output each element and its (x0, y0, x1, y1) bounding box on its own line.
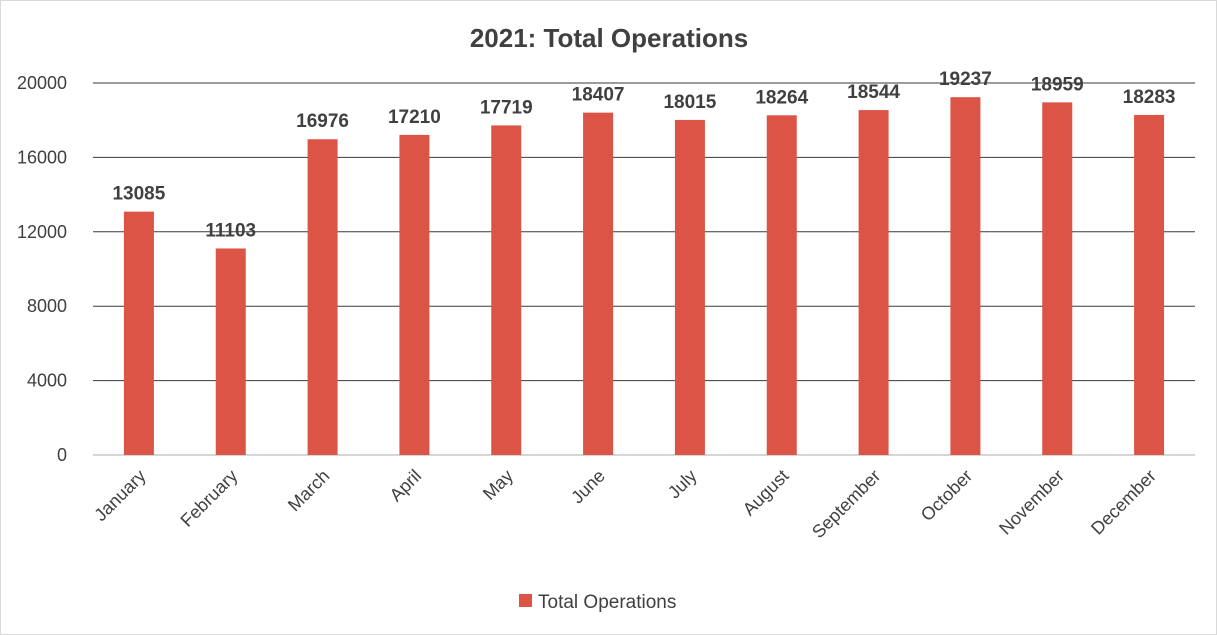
x-tick-label: October (917, 466, 976, 525)
bar-may (491, 125, 522, 455)
bar-november (1042, 102, 1073, 455)
x-tick-label: November (995, 466, 1068, 539)
bar-september (858, 110, 889, 455)
y-tick-label: 12000 (17, 222, 67, 242)
bars: 13085 11103 16976 17210 17719 18407 18015 18264… (112, 69, 1176, 456)
x-tick-label: June (567, 466, 609, 508)
data-label: 18544 (847, 82, 900, 103)
data-label: 16976 (296, 111, 349, 132)
data-label: 17719 (480, 97, 533, 118)
x-tick-label: August (739, 466, 793, 520)
legend-swatch (519, 594, 532, 607)
bar-january (123, 211, 154, 455)
data-label: 18264 (755, 87, 808, 108)
y-tick-label: 20000 (17, 73, 67, 93)
legend-label: Total Operations (538, 592, 676, 613)
bar-april (399, 134, 430, 456)
y-tick-label: 16000 (17, 147, 67, 167)
chart-title: 2021: Total Operations (470, 23, 748, 53)
data-label: 11103 (205, 220, 256, 241)
x-tick-label: March (284, 466, 334, 516)
data-label: 18407 (572, 85, 625, 106)
data-label: 18959 (1031, 74, 1084, 95)
data-label: 18283 (1123, 87, 1176, 108)
data-label: 17210 (388, 107, 441, 128)
x-axis: January February March April May June July Augu… (90, 466, 1160, 542)
x-tick-label: December (1087, 466, 1160, 539)
data-label: 19237 (939, 69, 992, 90)
bar-june (583, 112, 614, 456)
y-tick-label: 4000 (27, 371, 67, 391)
x-tick-label: April (386, 466, 426, 506)
bar-february (215, 248, 246, 455)
data-label: 18015 (663, 92, 716, 113)
data-label: 13085 (112, 184, 165, 205)
bar-october (950, 97, 981, 455)
x-tick-label: May (479, 466, 517, 504)
bar-december (1134, 114, 1165, 455)
x-tick-label: September (808, 466, 884, 542)
x-tick-label: January (90, 466, 149, 525)
y-tick-label: 0 (57, 445, 67, 465)
bar-march (307, 139, 338, 455)
x-tick-label: February (177, 466, 242, 531)
legend: Total Operations (519, 592, 676, 613)
bar-august (766, 115, 797, 455)
y-tick-label: 8000 (27, 296, 67, 316)
x-tick-label: July (664, 466, 701, 503)
bar-july (674, 119, 705, 456)
y-axis: 0 4000 8000 12000 16000 20000 (17, 73, 67, 465)
gridlines (93, 82, 1195, 456)
